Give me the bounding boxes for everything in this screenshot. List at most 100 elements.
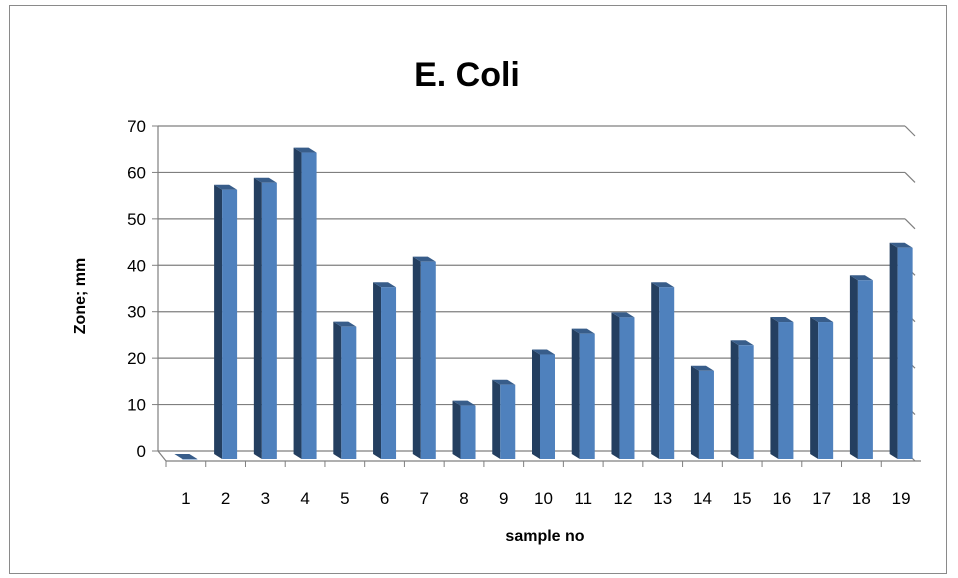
bar [373, 282, 397, 459]
bar-top [174, 454, 198, 459]
x-axis-title: sample no [505, 528, 584, 545]
bar [849, 275, 873, 459]
y-tick-label: 70 [127, 117, 146, 136]
bar-side [810, 317, 819, 459]
x-tick-label: 10 [534, 489, 553, 508]
x-tick-label: 17 [812, 489, 831, 508]
x-tick-label: 8 [459, 489, 468, 508]
x-tick-label: 3 [261, 489, 270, 508]
bar [770, 317, 794, 459]
bar-side [690, 365, 699, 459]
bar-side [651, 282, 660, 459]
bar [810, 317, 834, 459]
bar [651, 282, 675, 459]
bar-front [738, 345, 754, 459]
bar-side [730, 340, 739, 459]
bar [333, 321, 357, 459]
bar-top [532, 349, 555, 355]
bar-top [293, 147, 317, 153]
y-tick-label: 10 [127, 396, 146, 415]
bar-side [849, 275, 858, 459]
bar-side [492, 379, 501, 459]
bar-side [571, 328, 580, 459]
bar-side [333, 321, 342, 459]
bar-top [452, 400, 476, 406]
bar-side [532, 349, 540, 459]
bars [174, 147, 913, 460]
x-tick-label: 11 [574, 489, 592, 508]
bar-front [897, 247, 913, 459]
bar-chart: E. Coli Zone; mm sample no 0102030405060… [72, 56, 921, 545]
x-tick-label: 12 [614, 489, 633, 508]
bar-front [460, 405, 476, 459]
bar-front [857, 280, 873, 459]
bar-front [182, 459, 198, 460]
x-tick-label: 16 [772, 489, 791, 508]
bar-side [373, 282, 382, 459]
bar-top [571, 328, 595, 334]
bar-front [301, 152, 317, 460]
bar-top [730, 340, 754, 346]
y-tick-label: 30 [127, 303, 146, 322]
bar [214, 184, 238, 459]
bar-side [889, 242, 898, 459]
x-tick-label: 4 [300, 489, 309, 508]
x-tick-label: 2 [221, 489, 230, 508]
bar [492, 379, 516, 459]
bar-top [492, 379, 516, 385]
gridline-side [904, 172, 916, 183]
bar-top [889, 242, 913, 248]
bar-top [333, 321, 357, 327]
bar [889, 242, 913, 459]
x-tick-label: 13 [653, 489, 672, 508]
bar [690, 365, 714, 459]
bar-side [412, 256, 421, 459]
bar [452, 400, 476, 459]
bar-front [381, 287, 397, 459]
bar-top [651, 282, 675, 288]
bar-side [452, 400, 461, 459]
bar-top [611, 312, 635, 318]
bar [253, 177, 277, 459]
bar-front [778, 322, 794, 459]
bar-side [253, 177, 262, 459]
bar-top [690, 365, 714, 371]
chart-title: E. Coli [414, 56, 520, 94]
bar-front [500, 384, 516, 459]
bar-top [214, 184, 238, 190]
chart-frame: E. Coli Zone; mm sample no 0 10 20 30 40 50 60… [9, 5, 947, 574]
bar-front [579, 333, 595, 459]
gridlines [158, 125, 916, 462]
bar [571, 328, 595, 459]
bar [412, 256, 436, 459]
x-axis-corner [157, 450, 167, 462]
x-tick-label: 18 [852, 489, 871, 508]
x-tick-labels: 1 2 3 4 5 6 7 8 9 10 11 12 13 14 15 16 17 18 19 [181, 489, 910, 508]
bar-side [293, 147, 302, 460]
bar-side [770, 317, 779, 459]
bar-top [770, 317, 794, 323]
bar-side [611, 312, 620, 459]
x-tick-label: 9 [499, 489, 508, 508]
y-tick-label: 20 [127, 349, 146, 368]
y-axis-title: Zone; mm [72, 258, 89, 334]
y-tick-label: 60 [127, 163, 146, 182]
bar-top [810, 317, 834, 323]
y-tick-label: 50 [127, 210, 146, 229]
bar-top [253, 177, 277, 183]
bar [174, 454, 198, 460]
x-tick-label: 15 [733, 489, 752, 508]
x-tick-label: 7 [420, 489, 429, 508]
bar-front [420, 261, 436, 459]
bar-front [619, 317, 635, 459]
x-tick-label: 19 [892, 489, 911, 508]
y-tick-labels: 0 10 20 30 40 50 60 70 [127, 117, 146, 461]
bar-front [222, 189, 238, 459]
bar [532, 349, 555, 459]
axes [152, 125, 921, 467]
x-tick-label: 5 [340, 489, 349, 508]
bar-front [261, 182, 277, 459]
bar [293, 147, 317, 460]
bar-top [373, 282, 397, 288]
bar-front [341, 326, 357, 459]
